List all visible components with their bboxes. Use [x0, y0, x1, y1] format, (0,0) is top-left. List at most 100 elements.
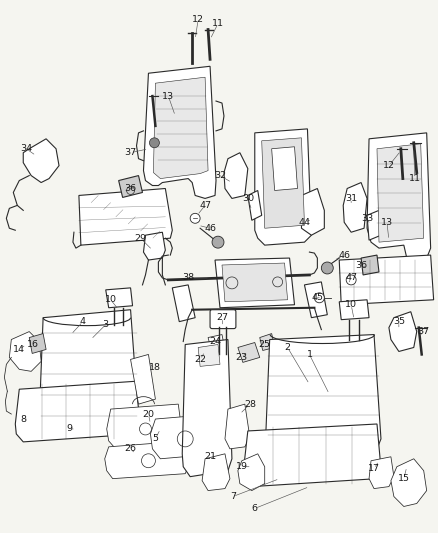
Polygon shape: [15, 381, 141, 442]
Text: 16: 16: [27, 340, 39, 349]
Polygon shape: [144, 232, 165, 260]
Polygon shape: [198, 344, 220, 366]
Text: 1: 1: [307, 350, 312, 359]
Text: 34: 34: [20, 144, 32, 154]
Text: 12: 12: [383, 161, 395, 170]
Text: 12: 12: [192, 15, 204, 24]
Polygon shape: [182, 340, 232, 477]
Text: 7: 7: [230, 492, 236, 501]
Polygon shape: [79, 189, 172, 245]
Polygon shape: [23, 139, 59, 182]
Text: 22: 22: [194, 355, 206, 364]
Polygon shape: [150, 414, 220, 459]
Text: 45: 45: [311, 293, 323, 302]
Text: 36: 36: [355, 261, 367, 270]
Polygon shape: [339, 255, 434, 305]
Text: 9: 9: [66, 424, 72, 433]
Polygon shape: [361, 255, 379, 275]
Text: 6: 6: [252, 504, 258, 513]
Text: 32: 32: [214, 171, 226, 180]
Text: 19: 19: [236, 462, 248, 471]
Polygon shape: [266, 335, 381, 457]
Polygon shape: [301, 189, 324, 235]
Circle shape: [212, 236, 224, 248]
Text: 28: 28: [244, 400, 256, 409]
Text: 36: 36: [124, 184, 137, 193]
Circle shape: [149, 138, 159, 148]
Text: 8: 8: [20, 415, 26, 424]
Text: 3: 3: [102, 320, 109, 329]
Circle shape: [190, 213, 200, 223]
Polygon shape: [255, 129, 311, 245]
Text: 46: 46: [204, 224, 216, 233]
Text: 35: 35: [393, 317, 405, 326]
Circle shape: [346, 275, 356, 285]
Text: 46: 46: [338, 251, 350, 260]
Polygon shape: [377, 144, 424, 242]
Text: 31: 31: [345, 194, 357, 203]
Polygon shape: [105, 441, 188, 479]
Polygon shape: [215, 258, 294, 308]
Polygon shape: [260, 334, 275, 351]
Polygon shape: [304, 282, 327, 318]
Text: 38: 38: [182, 273, 194, 282]
Polygon shape: [244, 424, 381, 487]
Polygon shape: [106, 288, 133, 308]
Polygon shape: [238, 454, 265, 490]
Polygon shape: [367, 133, 431, 260]
Text: 33: 33: [361, 214, 373, 223]
Text: 29: 29: [134, 233, 146, 243]
Polygon shape: [339, 300, 369, 320]
Text: 37: 37: [124, 148, 137, 157]
Polygon shape: [29, 334, 46, 353]
Text: 47: 47: [345, 273, 357, 282]
Polygon shape: [262, 138, 304, 228]
Text: 21: 21: [204, 453, 216, 461]
Text: 17: 17: [368, 464, 380, 473]
Polygon shape: [389, 312, 417, 351]
Text: 44: 44: [298, 218, 311, 227]
FancyBboxPatch shape: [210, 310, 236, 329]
Text: 24: 24: [209, 337, 221, 346]
Polygon shape: [153, 77, 208, 179]
Polygon shape: [222, 263, 288, 302]
Text: 37: 37: [417, 327, 430, 336]
Polygon shape: [9, 332, 41, 372]
Polygon shape: [172, 285, 195, 321]
Polygon shape: [272, 147, 297, 190]
Polygon shape: [343, 182, 367, 232]
Polygon shape: [131, 354, 155, 404]
Polygon shape: [107, 404, 182, 449]
Text: 4: 4: [80, 317, 86, 326]
Text: 15: 15: [398, 474, 410, 483]
Text: 27: 27: [216, 313, 228, 322]
Text: 47: 47: [199, 201, 211, 210]
Text: 11: 11: [212, 19, 224, 28]
Text: 10: 10: [105, 295, 117, 304]
Text: 13: 13: [162, 92, 174, 101]
Circle shape: [321, 262, 333, 274]
Polygon shape: [224, 153, 248, 198]
Polygon shape: [248, 190, 262, 220]
Polygon shape: [39, 310, 138, 439]
Polygon shape: [391, 459, 427, 506]
Polygon shape: [144, 66, 216, 198]
Text: 30: 30: [242, 194, 254, 203]
Polygon shape: [238, 343, 260, 362]
Text: 13: 13: [381, 218, 393, 227]
Text: 25: 25: [259, 340, 271, 349]
Text: 10: 10: [345, 300, 357, 309]
Circle shape: [314, 293, 324, 303]
Polygon shape: [367, 211, 381, 240]
Polygon shape: [225, 404, 250, 449]
Text: 2: 2: [285, 343, 290, 352]
Text: 20: 20: [142, 409, 155, 418]
Text: 5: 5: [152, 434, 159, 443]
Polygon shape: [119, 175, 142, 197]
Text: 26: 26: [124, 445, 137, 454]
Polygon shape: [208, 335, 225, 352]
Text: 11: 11: [409, 174, 421, 183]
Text: 18: 18: [149, 363, 162, 372]
Text: 23: 23: [236, 353, 248, 362]
Polygon shape: [202, 454, 230, 490]
